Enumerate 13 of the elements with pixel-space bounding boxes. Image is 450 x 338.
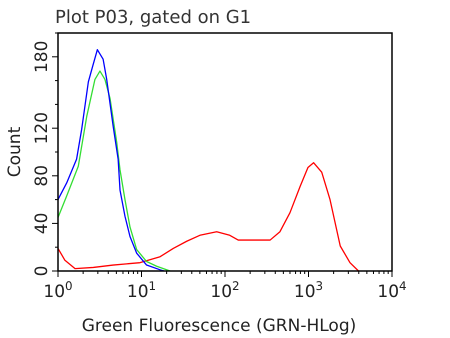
y-tick-label: 120 bbox=[32, 112, 52, 144]
x-tick-label: 10$^{0}$ bbox=[43, 279, 73, 302]
x-tick-label: 10$^{1}$ bbox=[126, 279, 156, 302]
y-axis-title: Count bbox=[5, 126, 25, 178]
x-axis-title: Green Fluorescence (GRN-HLog) bbox=[82, 316, 356, 336]
y-tick-label: 40 bbox=[32, 212, 52, 234]
chart-title: Plot P03, gated on G1 bbox=[55, 7, 252, 28]
x-tick-label: 10$^{2}$ bbox=[210, 279, 240, 302]
x-tick-label: 10$^{3}$ bbox=[294, 279, 324, 302]
y-tick-label: 80 bbox=[32, 164, 52, 187]
y-tick-label: 180 bbox=[32, 40, 52, 74]
x-tick-label: 10$^{4}$ bbox=[377, 279, 407, 302]
y-tick-label: 0 bbox=[32, 266, 52, 276]
